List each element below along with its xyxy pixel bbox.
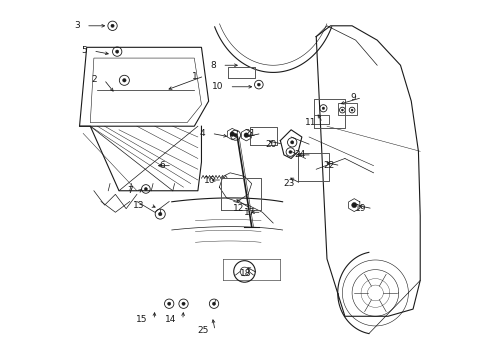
Text: 24: 24: [294, 150, 305, 159]
Circle shape: [144, 188, 147, 190]
Bar: [337, 103, 357, 116]
Text: 20: 20: [265, 140, 276, 149]
Circle shape: [111, 24, 114, 27]
Circle shape: [322, 107, 324, 109]
Text: 16: 16: [204, 176, 215, 185]
Text: 5: 5: [81, 46, 86, 55]
Text: 4: 4: [199, 129, 204, 138]
Circle shape: [341, 109, 343, 111]
Text: 12: 12: [233, 204, 244, 213]
Text: 10: 10: [211, 82, 223, 91]
Circle shape: [115, 50, 119, 53]
Circle shape: [229, 132, 234, 136]
Text: 11: 11: [304, 118, 316, 127]
Text: 13: 13: [132, 201, 144, 210]
Text: 8: 8: [210, 61, 215, 70]
Text: 2: 2: [92, 75, 97, 84]
Text: 18: 18: [240, 269, 251, 278]
Text: 17: 17: [243, 208, 255, 217]
Text: 23: 23: [283, 179, 294, 188]
Circle shape: [233, 134, 237, 137]
Text: 25: 25: [197, 326, 208, 335]
Text: 9: 9: [349, 93, 355, 102]
Text: 22: 22: [322, 161, 333, 170]
Text: 14: 14: [164, 315, 176, 324]
Circle shape: [167, 302, 170, 305]
Circle shape: [350, 109, 352, 111]
Circle shape: [158, 212, 162, 216]
Text: 3: 3: [74, 21, 80, 30]
Text: 1: 1: [192, 72, 198, 81]
Bar: [314, 116, 328, 125]
Text: 6: 6: [160, 161, 165, 170]
Circle shape: [257, 83, 260, 86]
Text: 19: 19: [354, 204, 366, 213]
Circle shape: [244, 133, 248, 138]
Text: 21: 21: [244, 129, 255, 138]
Circle shape: [351, 203, 356, 208]
Text: 7: 7: [127, 186, 133, 195]
Circle shape: [212, 302, 215, 305]
Circle shape: [288, 150, 291, 153]
Circle shape: [182, 302, 185, 305]
Circle shape: [290, 141, 293, 144]
Text: 15: 15: [136, 315, 147, 324]
Circle shape: [122, 78, 126, 82]
